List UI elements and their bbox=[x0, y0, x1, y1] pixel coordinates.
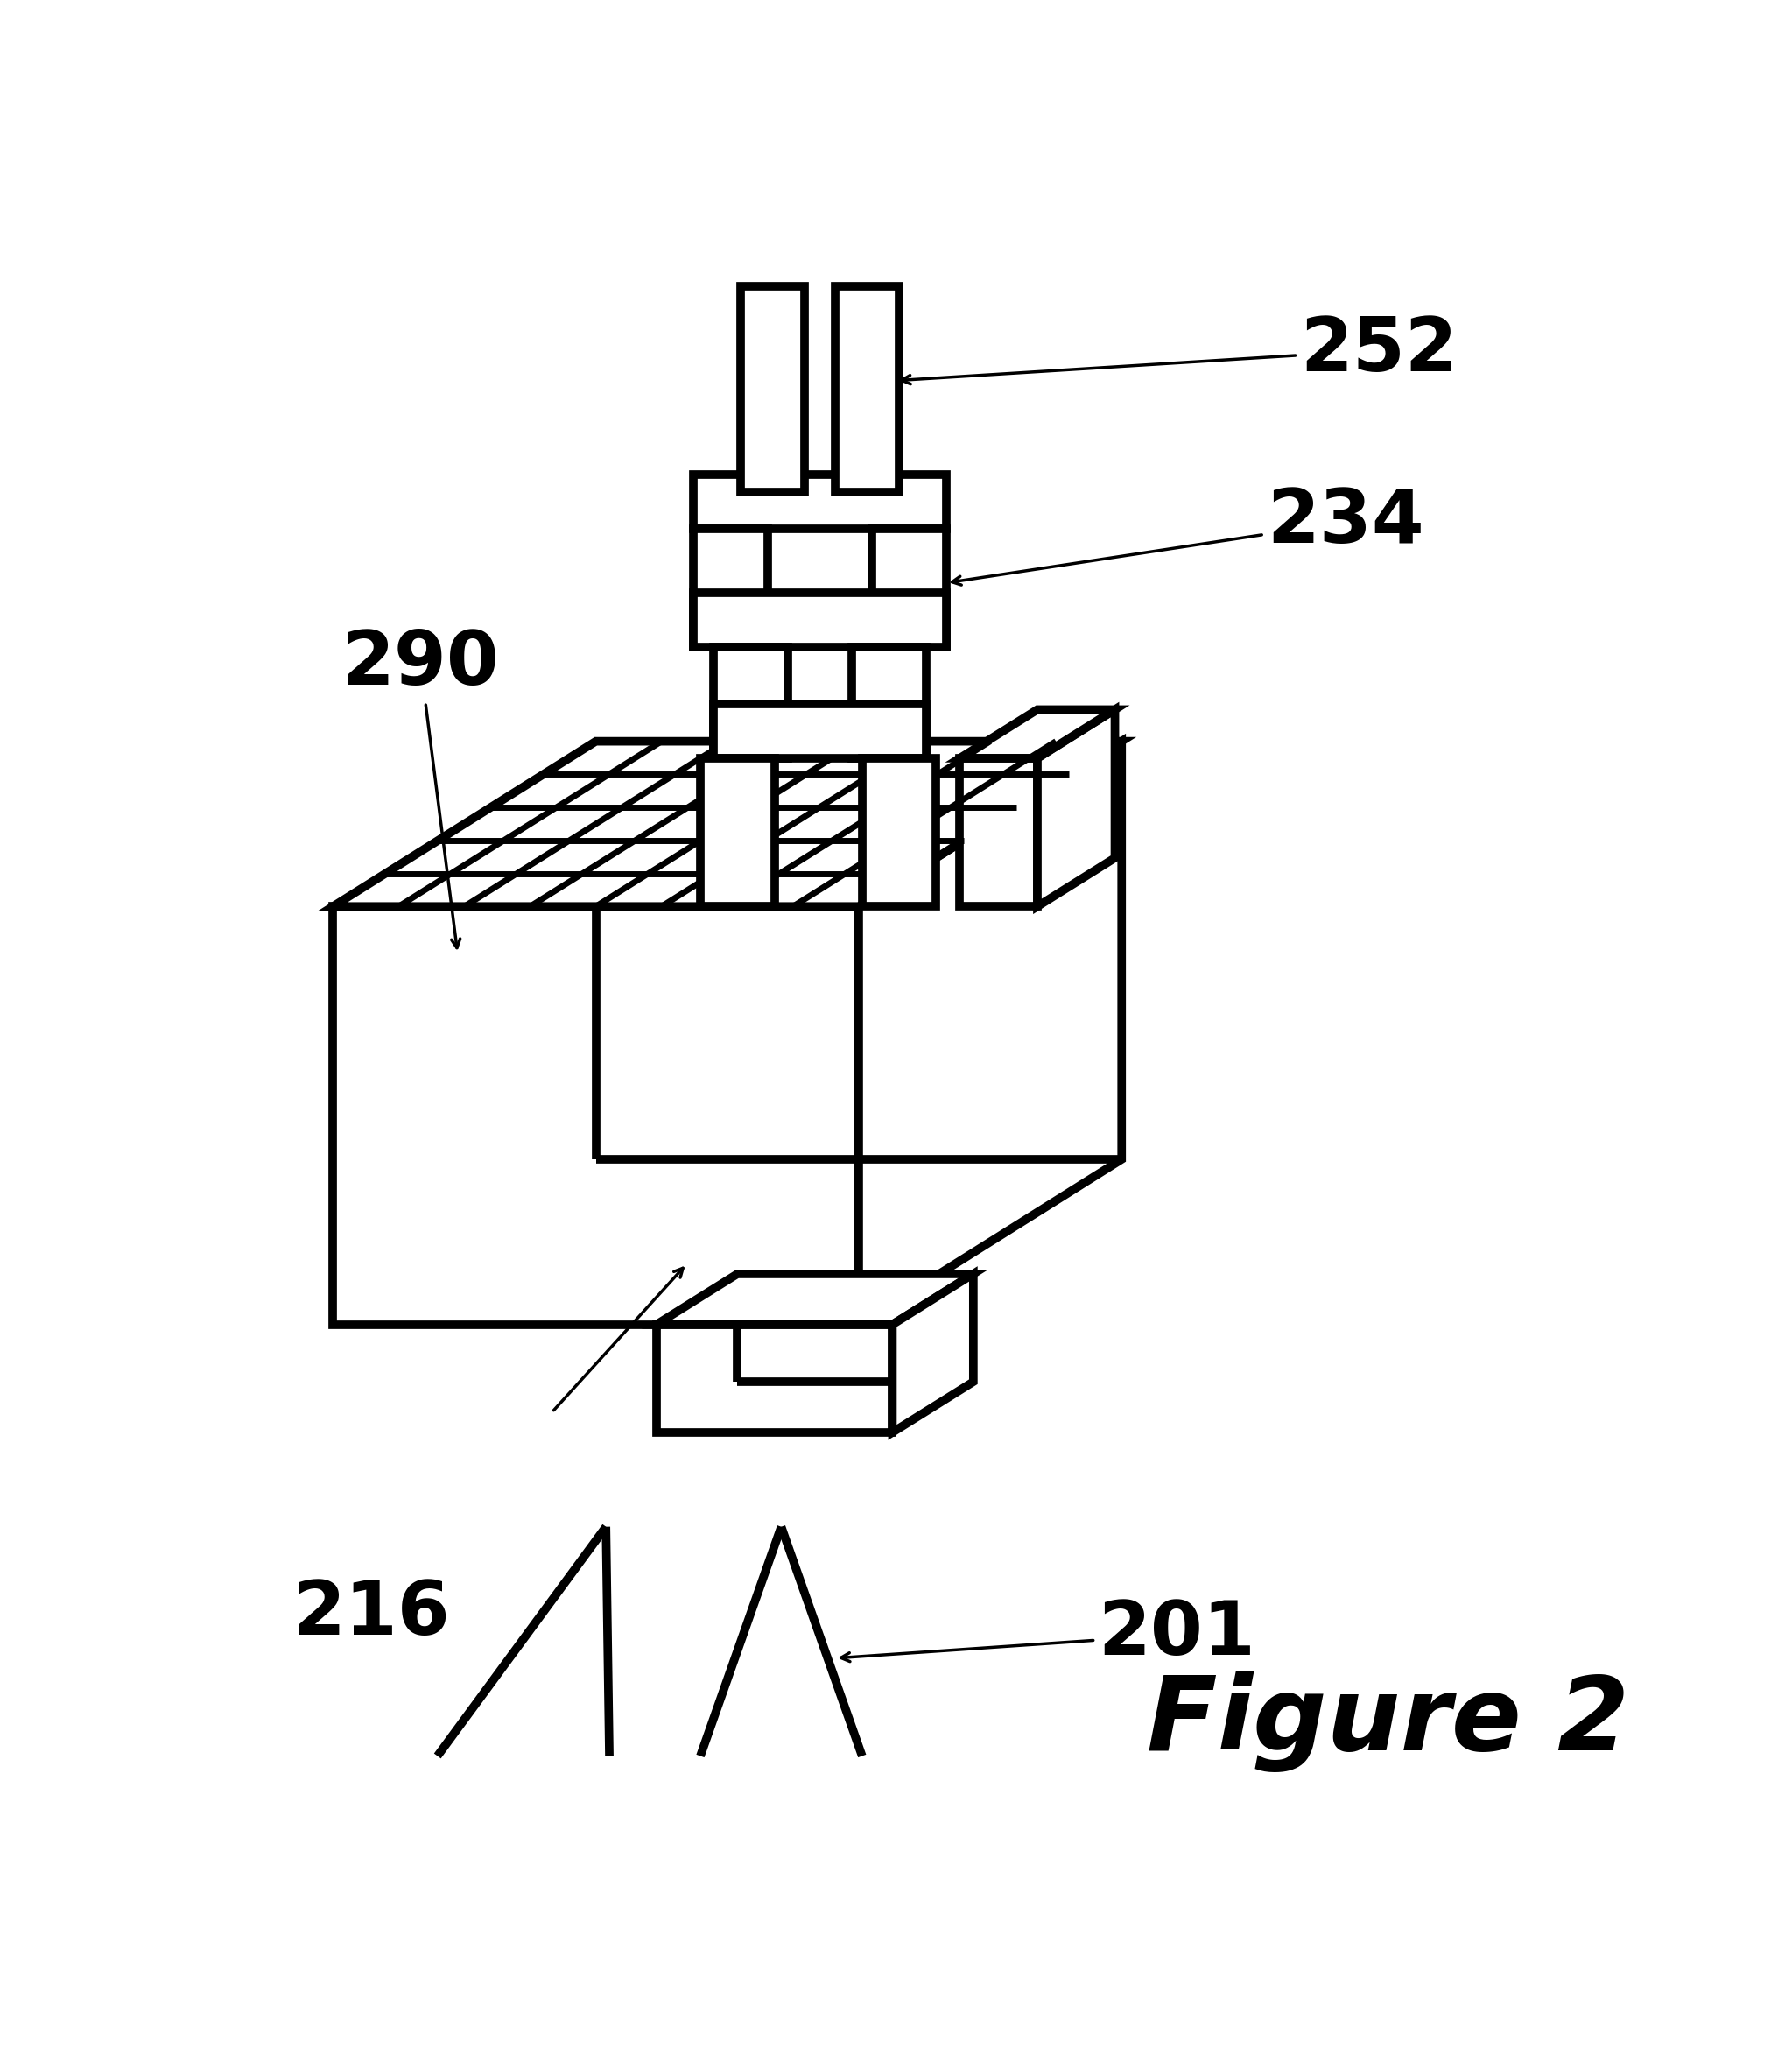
Polygon shape bbox=[694, 594, 946, 647]
Polygon shape bbox=[892, 1274, 973, 1432]
Text: 290: 290 bbox=[342, 627, 500, 948]
Polygon shape bbox=[873, 528, 946, 647]
Polygon shape bbox=[656, 1325, 892, 1432]
Polygon shape bbox=[961, 709, 1115, 758]
Polygon shape bbox=[862, 758, 935, 907]
Polygon shape bbox=[333, 907, 858, 1325]
Polygon shape bbox=[835, 287, 900, 492]
Polygon shape bbox=[694, 528, 767, 647]
Text: 234: 234 bbox=[952, 485, 1425, 586]
Polygon shape bbox=[713, 647, 788, 758]
Polygon shape bbox=[701, 758, 774, 907]
Text: 216: 216 bbox=[292, 1579, 450, 1651]
Text: 252: 252 bbox=[901, 313, 1457, 387]
Polygon shape bbox=[851, 647, 926, 758]
Polygon shape bbox=[713, 705, 926, 758]
Polygon shape bbox=[858, 741, 1122, 1325]
Polygon shape bbox=[694, 475, 946, 528]
Polygon shape bbox=[740, 287, 805, 492]
Text: 201: 201 bbox=[840, 1597, 1256, 1671]
Polygon shape bbox=[961, 758, 1038, 907]
Text: Figure 2: Figure 2 bbox=[1147, 1671, 1629, 1774]
Polygon shape bbox=[1038, 709, 1115, 907]
Polygon shape bbox=[656, 1274, 973, 1325]
Polygon shape bbox=[333, 741, 1122, 907]
